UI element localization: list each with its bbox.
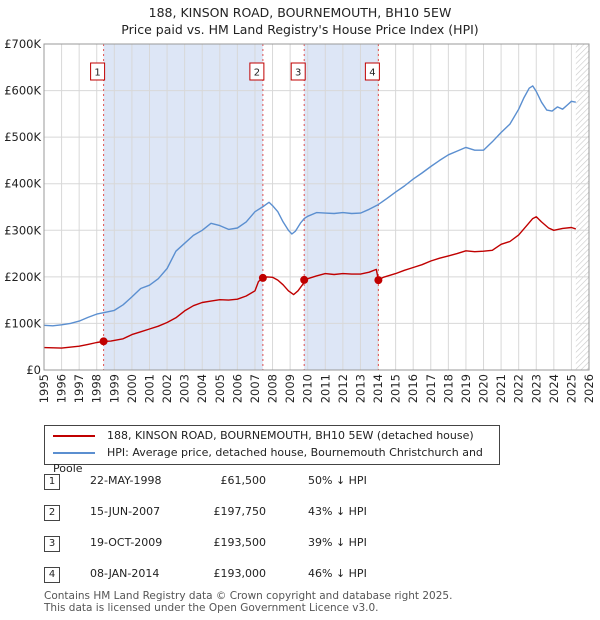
transaction-label-text: 4 [369,68,375,79]
transaction-date: 15-JUN-2007 [90,505,161,518]
transaction-number: 4 [44,567,60,583]
x-tick-label: 2016 [406,374,420,403]
transaction-label: 2 [249,62,265,81]
x-tick-label: 2010 [301,374,315,403]
chart-title-line1: 188, KINSON ROAD, BOURNEMOUTH, BH10 5EW [148,5,452,20]
transaction-label: 3 [290,62,306,81]
x-tick-label: 2017 [424,374,438,403]
chart-legend: 188, KINSON ROAD, BOURNEMOUTH, BH10 5EW … [44,425,500,475]
legend-item-hpi: HPI: Average price, detached house, Bour… [53,445,499,475]
transaction-price: £193,000 [213,567,267,580]
footer-licence: This data is licensed under the Open Gov… [44,602,379,614]
x-tick-label: 1997 [72,374,86,403]
x-tick-label: 2006 [230,374,244,403]
legend-item-property: 188, KINSON ROAD, BOURNEMOUTH, BH10 5EW … [53,428,474,444]
forecast-hatch [575,44,589,370]
x-tick-label: 2024 [547,374,561,403]
transaction-number: 2 [44,505,60,521]
footer-copyright: Contains HM Land Registry data © Crown c… [44,590,453,602]
ownership-shade [103,44,263,370]
property-price-line [43,216,577,349]
transaction-label-box [90,62,106,81]
x-tick-label: 2007 [248,374,262,403]
transaction-hpi-delta: 46% ↓ HPI [308,567,367,580]
footer: Contains HM Land Registry data © Crown c… [44,590,452,614]
y-tick-label: £600K [4,84,41,98]
y-tick-label: £400K [4,177,41,191]
transaction-number: 1 [44,474,60,490]
transaction-label-box [290,62,306,81]
transaction-price: £193,500 [213,536,267,549]
hpi-line [43,85,576,327]
x-tick-label: 2009 [283,374,297,403]
x-tick-label: 2019 [459,374,473,403]
ownership-shade [304,44,379,370]
x-tick-label: 2020 [477,374,491,403]
legend-label-property: 188, KINSON ROAD, BOURNEMOUTH, BH10 5EW … [107,429,474,442]
legend-label-hpi: HPI: Average price, detached house, Bour… [53,446,483,475]
x-tick-label: 1996 [55,374,69,403]
transaction-label: 1 [90,62,106,81]
x-tick-label: 2005 [213,374,227,403]
x-tick-label: 2018 [441,374,455,403]
transaction-number: 3 [44,536,60,552]
y-tick-label: £500K [4,130,41,144]
sale-point [300,275,309,284]
x-tick-label: 2001 [142,374,156,403]
transaction-date: 08-JAN-2014 [90,567,160,580]
transaction-label-box [249,62,265,81]
x-tick-label: 2000 [125,374,139,403]
table-row: 3 19-OCT-2009 £193,500 39% ↓ HPI [44,534,484,565]
chart-title: 188, KINSON ROAD, BOURNEMOUTH, BH10 5EW … [0,4,600,38]
x-tick-label: 2021 [494,374,508,403]
legend-line-property [53,435,95,437]
transaction-price: £197,750 [213,505,267,518]
x-tick-label: 2013 [353,374,367,403]
transaction-price: £61,500 [220,474,267,487]
legend-line-hpi [53,452,95,454]
table-row: 2 15-JUN-2007 £197,750 43% ↓ HPI [44,503,484,534]
transaction-date: 22-MAY-1998 [90,474,162,487]
x-tick-label: 2015 [389,374,403,403]
x-tick-label: 2011 [318,374,332,403]
plot-frame [43,43,590,371]
price-chart: 1 2 3 4 £0 £100K £200K £300K £400K £500K £600K £700… [4,37,596,403]
y-tick-label: £700K [4,37,41,51]
transaction-hpi-delta: 43% ↓ HPI [308,505,367,518]
table-row: 1 22-MAY-1998 £61,500 50% ↓ HPI [44,472,484,503]
x-tick-label: 2026 [582,374,596,403]
x-tick-label: 2012 [336,374,350,403]
x-tick-label: 2014 [371,374,385,403]
transaction-label-text: 1 [94,68,100,79]
transaction-hpi-delta: 50% ↓ HPI [308,474,367,487]
x-tick-label: 2023 [529,374,543,403]
sale-point [258,273,267,282]
x-tick-label: 2008 [266,374,280,403]
x-tick-label: 2003 [178,374,192,403]
transaction-label-text: 3 [295,68,301,79]
sale-point [99,337,108,346]
x-tick-label: 1998 [90,374,104,403]
x-tick-label: 2004 [195,374,209,403]
chart-title-line2: Price paid vs. HM Land Registry's House … [121,22,479,37]
transaction-label-box [364,62,380,81]
transaction-label-text: 2 [254,68,260,79]
x-tick-label: 2025 [564,374,578,403]
x-tick-label: 2002 [160,374,174,403]
transaction-date: 19-OCT-2009 [90,536,163,549]
transactions-table: 1 22-MAY-1998 £61,500 50% ↓ HPI 2 15-JUN… [44,472,484,596]
sale-point [374,276,383,285]
y-tick-label: £200K [4,270,41,284]
y-tick-label: £300K [4,223,41,237]
transaction-hpi-delta: 39% ↓ HPI [308,536,367,549]
table-row: 4 08-JAN-2014 £193,000 46% ↓ HPI [44,565,484,596]
x-tick-label: 1999 [107,374,121,403]
transaction-label: 4 [364,62,380,81]
x-tick-label: 1995 [37,374,51,403]
y-tick-label: £100K [4,316,41,330]
x-tick-label: 2022 [512,374,526,403]
y-tick-label: £0 [26,363,41,377]
